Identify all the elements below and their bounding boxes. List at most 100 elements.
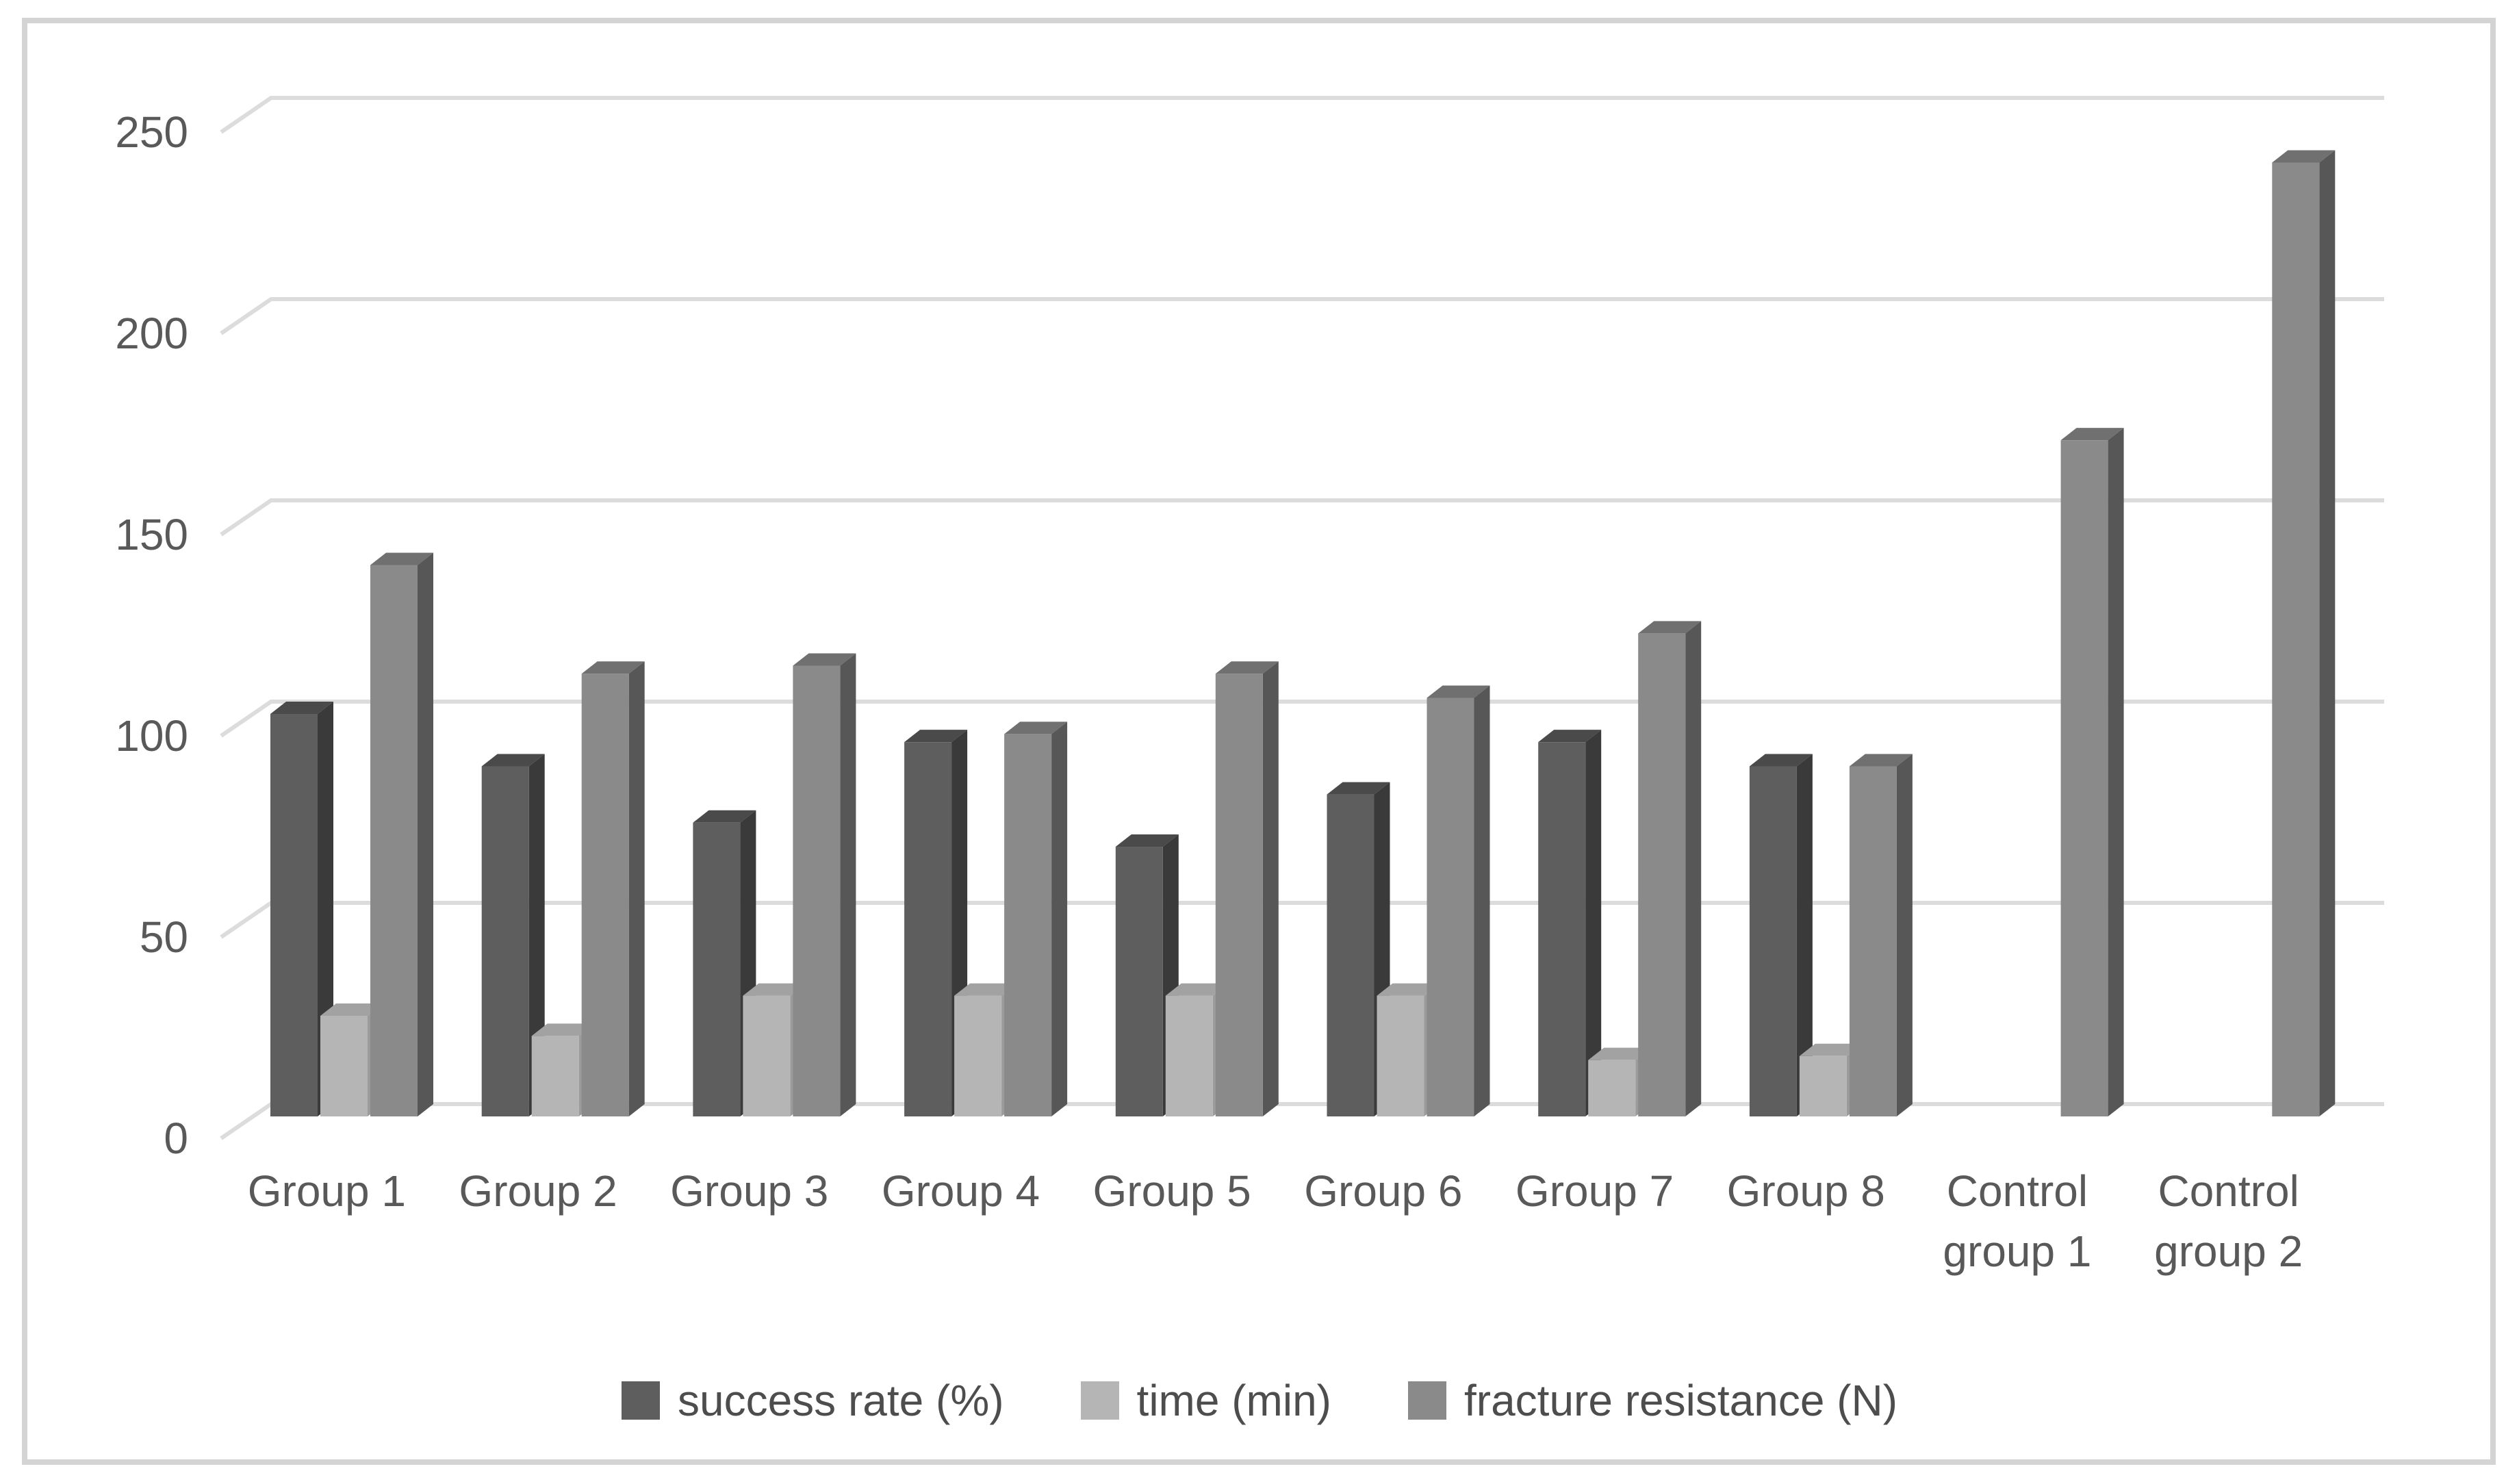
bar-top-face	[1588, 1047, 1652, 1060]
bar-front-face	[1327, 794, 1374, 1116]
bar-front-face	[370, 565, 418, 1116]
bar-fracture-resistance-N-cat2	[581, 661, 645, 1116]
bar-top-face	[743, 983, 806, 996]
bar-success-rate-cat5	[1115, 834, 1179, 1116]
bar-front-face	[1799, 1056, 1847, 1116]
bar-fracture-resistance-N-cat4	[1004, 721, 1068, 1116]
x-axis-category-label: Group 1	[248, 1166, 406, 1216]
bar-side-face	[1474, 685, 1490, 1116]
x-axis-category-label: Control group 2	[2154, 1166, 2303, 1276]
y-axis-tick-label: 50	[140, 912, 188, 962]
y-axis-tick-label: 250	[115, 107, 188, 157]
legend-item-time: time (min)	[1080, 1375, 1331, 1426]
bar-fracture-resistance-N-cat9	[2060, 428, 2124, 1116]
bar-top-face	[370, 552, 433, 565]
bar-side-face	[1585, 730, 1602, 1116]
bar-top-face	[1799, 1043, 1863, 1056]
bar-top-face	[1638, 621, 1702, 634]
legend-label-time: time (min)	[1136, 1376, 1331, 1425]
x-axis-category-label: Group 8	[1727, 1166, 1885, 1216]
legend-label-fracture-resistance: fracture resistance (N)	[1463, 1376, 1898, 1425]
bar-side-face	[2319, 150, 2336, 1117]
gridline-y-150	[220, 498, 2384, 537]
legend-item-success-rate: success rate (%)	[621, 1375, 1004, 1426]
bar-front-face	[1004, 734, 1052, 1116]
bar-top-face	[270, 702, 333, 714]
bar-top-face	[1377, 983, 1440, 996]
bar-top-face	[1004, 721, 1068, 734]
bar-front-face	[1749, 766, 1797, 1116]
bar-front-face	[1215, 674, 1263, 1116]
x-axis-category-label: Group 3	[670, 1166, 828, 1216]
x-axis-category-label: Group 4	[882, 1166, 1040, 1216]
bar-top-face	[531, 1023, 595, 1036]
bar-success-rate-cat3	[693, 810, 756, 1116]
bar-side-face	[1685, 621, 1702, 1116]
bar-top-face	[1427, 685, 1490, 698]
bar-front-face	[2060, 440, 2108, 1116]
bar-top-face	[1538, 730, 1602, 743]
x-axis-category-label: Control group 1	[1943, 1166, 2091, 1276]
bar-top-face	[2060, 428, 2124, 441]
bar-top-face	[1115, 834, 1179, 847]
bar-fracture-resistance-N-cat1	[370, 552, 433, 1116]
bar-top-face	[793, 653, 856, 666]
bar-front-face	[1538, 742, 1586, 1116]
bar-top-face	[904, 730, 968, 743]
bar-top-face	[581, 661, 645, 674]
y-axis-tick-label: 200	[115, 309, 188, 358]
bar-front-face	[693, 822, 741, 1116]
bar-top-face	[693, 810, 756, 823]
gridline-y-250	[220, 96, 2384, 134]
bar-front-face	[743, 995, 791, 1116]
bar-top-face	[1215, 661, 1279, 674]
bar-top-face	[1165, 983, 1229, 996]
gridline-y-50	[220, 901, 2384, 939]
bar-success-rate-cat7	[1538, 730, 1602, 1116]
x-axis-category-label: Group 5	[1093, 1166, 1251, 1216]
bar-front-face	[1427, 698, 1474, 1116]
gridline-y-200	[220, 297, 2384, 335]
bar-top-face	[2272, 150, 2336, 163]
bar-front-face	[1849, 766, 1897, 1116]
chart-border	[22, 18, 2496, 1465]
bar-top-face	[320, 1003, 383, 1016]
bar-front-face	[904, 742, 952, 1116]
y-axis-tick-label: 100	[115, 711, 188, 760]
bar-fracture-resistance-N-cat3	[793, 653, 856, 1116]
x-axis-category-label: Group 7	[1516, 1166, 1674, 1216]
y-axis-tick-label: 0	[164, 1114, 188, 1163]
bar-top-face	[1327, 782, 1390, 795]
gridline-y-100	[220, 700, 2384, 738]
bar-front-face	[2272, 162, 2320, 1117]
bar-fracture-resistance-N-cat8	[1849, 754, 1913, 1116]
bar-front-face	[793, 665, 841, 1116]
bar-front-face	[1588, 1060, 1636, 1116]
bar-front-face	[270, 714, 318, 1116]
legend-swatch-success-rate-icon	[621, 1381, 660, 1420]
bar-front-face	[1638, 633, 1686, 1116]
legend-item-fracture-resistance: fracture resistance (N)	[1407, 1375, 1898, 1426]
bar-side-face	[840, 653, 856, 1116]
bar-success-rate-cat2	[481, 754, 545, 1116]
bar-side-face	[628, 661, 645, 1116]
bar-side-face	[2108, 428, 2124, 1116]
bar-side-face	[418, 552, 433, 1116]
bar-front-face	[1377, 995, 1424, 1116]
bar-top-face	[1849, 754, 1913, 767]
bar-front-face	[581, 674, 629, 1116]
x-axis-category-label: Group 6	[1304, 1166, 1462, 1216]
bar-side-face	[528, 754, 545, 1116]
bar-front-face	[531, 1036, 579, 1116]
x-axis-category-label: Group 2	[459, 1166, 617, 1216]
bar-front-face	[1165, 995, 1213, 1116]
legend-label-success-rate: success rate (%)	[677, 1376, 1004, 1425]
bar-side-face	[1796, 754, 1813, 1116]
bar-side-face	[1051, 721, 1068, 1116]
bar-success-rate-cat8	[1749, 754, 1813, 1116]
bar-fracture-resistance-N-cat5	[1215, 661, 1279, 1116]
y-axis-tick-label: 150	[115, 510, 188, 559]
bar-side-face	[1262, 661, 1279, 1116]
bar-fracture-resistance-N-cat10	[2272, 150, 2336, 1117]
